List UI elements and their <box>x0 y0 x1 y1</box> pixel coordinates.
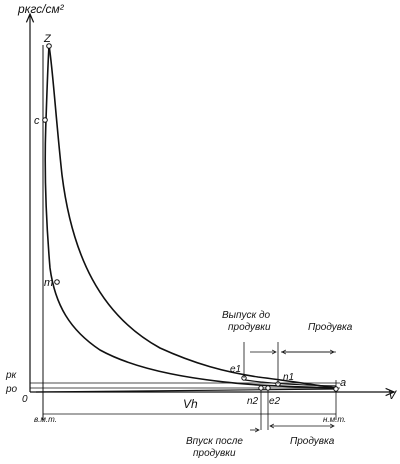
point-e2-label: e2 <box>269 396 281 407</box>
point-c <box>42 117 48 123</box>
vh-label: Vh <box>183 397 198 411</box>
bdc-label: н.м.т. <box>323 415 346 424</box>
scavenge-top-label: Продувка <box>308 322 353 333</box>
exhaust-before-scavenge-label-1: Выпуск до <box>222 310 271 321</box>
intake-after-scavenge-label-2: продувки <box>193 448 236 459</box>
point-n2-label: n2 <box>247 396 259 407</box>
x-axis-label: V <box>388 388 397 402</box>
point-z-label: Z <box>43 33 52 45</box>
point-z <box>46 43 52 49</box>
point-e2 <box>265 385 271 391</box>
intake-after-scavenge-label-1: Впуск после <box>186 436 243 447</box>
point-n1-label: n1 <box>283 372 294 383</box>
exhaust-before-scavenge-label-2: продувки <box>228 322 271 333</box>
point-m <box>54 279 60 285</box>
point-e1-label: e1 <box>230 364 241 375</box>
point-n2 <box>258 385 264 391</box>
compression-curve <box>44 45 337 389</box>
point-a <box>333 386 339 392</box>
po-label: po <box>5 384 18 395</box>
point-a-label: a <box>340 377 346 389</box>
scavenge-line-lower <box>35 388 337 393</box>
scavenge-bottom-label: Продувка <box>290 436 335 447</box>
origin-label: 0 <box>22 394 28 405</box>
pk-label: pк <box>5 370 18 381</box>
point-m-label: m <box>44 277 53 289</box>
scavenge-line-upper <box>244 379 337 387</box>
y-axis-label: pкгс/см² <box>17 2 65 16</box>
expansion-curve <box>48 45 337 389</box>
tdc-label: в.м.т. <box>34 415 57 424</box>
point-c-label: c <box>34 115 40 127</box>
